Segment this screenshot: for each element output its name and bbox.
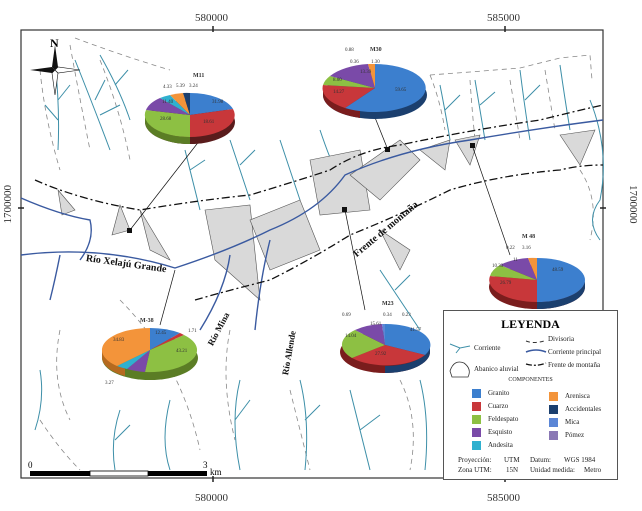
legend-granito: Granito xyxy=(488,389,510,397)
pie-label: 11 xyxy=(513,258,518,263)
swatch-granito xyxy=(472,389,481,398)
pie-label: 0.34 xyxy=(383,313,392,318)
legend-corriente-principal: Corriente principal xyxy=(548,348,602,356)
pie-label: 8.60 xyxy=(333,78,342,83)
pie-label: 41.57 xyxy=(410,328,422,333)
pie-m11 xyxy=(144,92,235,144)
legend-components-title: COMPONENTES xyxy=(508,377,553,383)
pie-label: 11.40 xyxy=(162,100,174,105)
legend-abanico: Abanico aluvial xyxy=(474,365,519,373)
swatch-esquisto xyxy=(472,428,481,437)
pie-label: 34.83 xyxy=(113,338,125,343)
pie-m30 xyxy=(322,63,427,119)
legend-symbols xyxy=(449,340,547,378)
pie-label: 27.92 xyxy=(375,352,387,357)
scale-unit: km xyxy=(210,467,222,477)
legend-title: LEYENDA xyxy=(501,317,560,331)
pie-label: 5.39 xyxy=(176,84,185,89)
datum-value: WGS 1984 xyxy=(564,456,596,464)
pie-label: 0.69 xyxy=(342,313,351,318)
legend-accidentales: Accidentales xyxy=(565,405,602,413)
pie-label: 43.21 xyxy=(176,349,188,354)
pie-label: 10.33 xyxy=(492,264,504,269)
legend-mica: Mica xyxy=(565,418,580,426)
zone-label: Zona UTM: xyxy=(458,466,492,474)
swatch-pomez xyxy=(549,431,558,440)
pie-label: 31.98 xyxy=(212,100,224,105)
coord-right-1700000: 1700000 xyxy=(627,185,639,224)
pie-label: 0.23 xyxy=(402,313,411,318)
pie-m38-title: M-38 xyxy=(140,318,154,324)
scale-start: 0 xyxy=(28,460,33,470)
swatch-accidentales xyxy=(549,405,558,414)
pie-label: 3.24 xyxy=(189,84,198,89)
legend-andesita: Andesita xyxy=(488,441,513,449)
swatch-arenisca xyxy=(549,392,558,401)
projection-label: Proyección: xyxy=(458,456,492,464)
pie-label: 48.59 xyxy=(552,268,564,273)
scale-end: 3 xyxy=(203,460,208,470)
unit-value: Metro xyxy=(584,466,602,474)
projection-value: UTM xyxy=(504,456,520,464)
swatch-andesita xyxy=(472,441,481,450)
pie-label: 1.71 xyxy=(188,329,197,334)
pie-label: 3.27 xyxy=(105,381,114,386)
pie-m23-title: M23 xyxy=(382,301,394,307)
pie-label: 0.22 xyxy=(506,246,515,251)
pie-label: 26.79 xyxy=(500,281,512,286)
pie-label: 13.39 xyxy=(360,70,372,75)
unit-label: Unidad medida: xyxy=(530,466,575,474)
pie-m23 xyxy=(340,323,431,373)
legend-corriente: Corriente xyxy=(474,344,501,352)
pie-m48-title: M 48 xyxy=(522,234,536,240)
coord-bottom-585000: 585000 xyxy=(487,492,520,504)
north-label: N xyxy=(50,36,59,50)
pie-label: 0.36 xyxy=(350,60,359,65)
legend-feldespato: Feldespato xyxy=(488,415,519,423)
legend-frente: Frente de montaña xyxy=(548,361,601,369)
pie-label: 1.30 xyxy=(371,60,380,65)
swatch-mica xyxy=(549,418,558,427)
pie-label: 4.33 xyxy=(163,85,172,90)
swatch-feldespato xyxy=(472,415,481,424)
coord-bottom-580000: 580000 xyxy=(195,492,228,504)
pie-label: 15.61 xyxy=(370,322,382,327)
pie-label: 3.16 xyxy=(522,246,531,251)
legend-cuarzo: Cuarzo xyxy=(488,402,509,410)
legend-arenisca: Arenisca xyxy=(565,392,590,400)
zone-value: 15N xyxy=(506,466,519,474)
pie-label: 18.61 xyxy=(203,120,215,125)
legend-box: LEYENDA Corriente Abanico aluvial Diviso… xyxy=(443,310,618,480)
pie-m38 xyxy=(101,327,198,380)
pie-label: 14.27 xyxy=(333,90,345,95)
pie-label: 14.04 xyxy=(345,334,357,339)
datum-label: Datum: xyxy=(530,456,551,464)
pie-label: 59.65 xyxy=(395,88,407,93)
legend-divisoria: Divisoria xyxy=(548,335,575,343)
pie-m48 xyxy=(489,257,585,309)
legend-pomez: Pómez xyxy=(565,431,585,439)
swatch-cuarzo xyxy=(472,402,481,411)
pie-label: 12.45 xyxy=(155,331,167,336)
pie-label: 0.88 xyxy=(345,48,354,53)
pie-m30-title: M30 xyxy=(370,47,382,53)
legend-esquisto: Esquisto xyxy=(488,428,513,436)
pie-label: 28.68 xyxy=(160,117,172,122)
coord-top-585000: 585000 xyxy=(487,12,520,24)
coord-top-580000: 580000 xyxy=(195,12,228,24)
pie-m11-title: M11 xyxy=(193,73,205,79)
